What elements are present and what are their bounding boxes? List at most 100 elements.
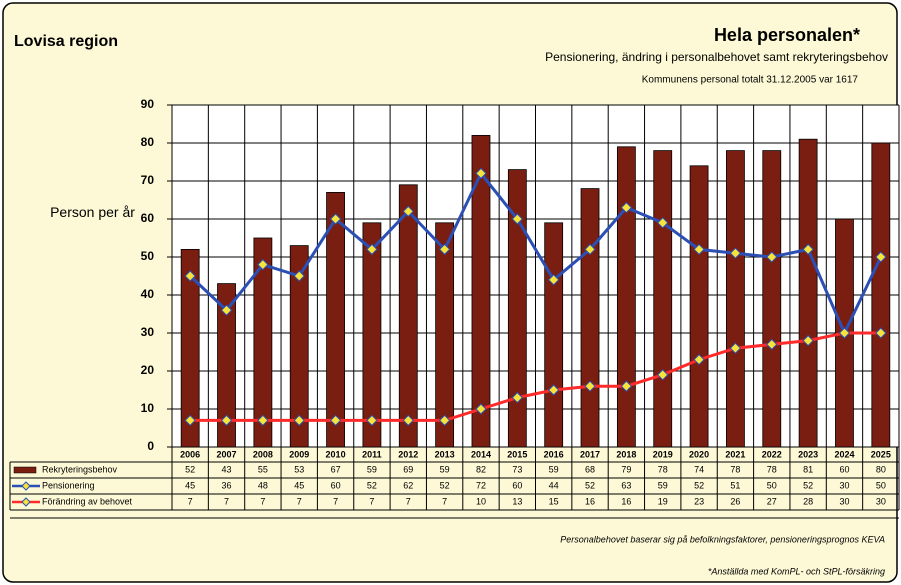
table-value: 16 <box>621 496 631 506</box>
table-value: 59 <box>658 480 668 490</box>
table-value: 51 <box>730 480 740 490</box>
line <box>190 331 881 422</box>
marker <box>875 251 887 263</box>
chart-title: Hela personalen* <box>714 25 860 45</box>
marker <box>802 243 814 256</box>
table-value: 79 <box>621 464 631 474</box>
legend-marker <box>21 497 31 507</box>
y-tick-label: 80 <box>141 135 155 149</box>
marker <box>475 403 487 415</box>
marker <box>620 380 633 392</box>
table-value: 60 <box>331 480 341 490</box>
bar <box>616 146 636 448</box>
x-tick-label: 2015 <box>507 449 527 459</box>
x-tick-label: 2011 <box>362 449 382 459</box>
bar <box>398 184 418 448</box>
x-tick-label: 2007 <box>217 449 237 459</box>
table-value: 7 <box>297 496 302 506</box>
y-tick-label: 30 <box>141 325 155 339</box>
marker <box>875 327 887 339</box>
x-tick-label: 2023 <box>798 449 818 459</box>
bar <box>798 138 818 448</box>
table-value: 48 <box>258 480 268 490</box>
bar <box>653 150 673 448</box>
table-value: 7 <box>333 496 338 506</box>
bar <box>507 169 527 448</box>
legend-label: Pensionering <box>42 480 95 490</box>
marker <box>220 414 233 427</box>
y-tick-label: 60 <box>141 211 155 225</box>
bar <box>217 283 236 448</box>
x-tick-label: 2022 <box>762 449 782 459</box>
legend-label: Förändring av behovet <box>42 496 133 506</box>
table-value: 50 <box>767 480 777 490</box>
bar <box>726 150 745 448</box>
table-value: 63 <box>621 480 631 490</box>
table-value: 81 <box>803 464 813 474</box>
table-value: 69 <box>403 464 413 474</box>
table-value: 7 <box>442 496 447 506</box>
footnote: *Anställda med KomPL- och StPL-försäkrin… <box>708 566 885 576</box>
table-value: 15 <box>549 496 559 506</box>
subtitle: Pensionering, ändring i personalbehovet … <box>545 50 888 64</box>
table-value: 36 <box>222 480 232 490</box>
marker <box>293 270 305 282</box>
marker <box>366 414 378 427</box>
table-value: 52 <box>367 480 377 490</box>
marker <box>547 384 560 396</box>
table-value: 78 <box>730 464 740 474</box>
x-tick-label: 2025 <box>871 449 891 459</box>
table-value: 52 <box>803 480 813 490</box>
table-value: 27 <box>767 496 777 506</box>
table-value: 45 <box>185 480 195 490</box>
legend-marker <box>21 481 31 491</box>
bar <box>871 142 891 448</box>
marker <box>184 414 196 427</box>
marker <box>329 414 342 427</box>
marker <box>257 258 269 271</box>
x-tick-label: 2006 <box>180 449 200 459</box>
marker <box>402 205 414 218</box>
y-tick-label: 90 <box>141 97 155 111</box>
marker <box>438 414 451 427</box>
table-value: 30 <box>839 496 849 506</box>
y-tick-label: 70 <box>141 173 155 187</box>
table-value: 16 <box>585 496 595 506</box>
marker <box>729 247 742 259</box>
table-value: 60 <box>839 464 849 474</box>
table-value: 52 <box>585 480 595 490</box>
y-tick-label: 20 <box>141 363 155 377</box>
note: Kommunens personal totalt 31.12.2005 var… <box>642 75 859 86</box>
table-value: 44 <box>549 480 559 490</box>
marker <box>402 414 414 427</box>
table-value: 10 <box>476 496 486 506</box>
marker <box>584 243 596 256</box>
table-value: 60 <box>512 480 522 490</box>
x-tick-label: 2018 <box>616 449 636 459</box>
bar <box>253 237 273 448</box>
marker <box>584 380 596 392</box>
x-tick-label: 2009 <box>289 449 309 459</box>
table-value: 30 <box>876 496 886 506</box>
x-tick-label: 2010 <box>326 449 346 459</box>
marker <box>438 243 451 256</box>
bar <box>580 188 600 448</box>
legend-swatch <box>13 466 37 474</box>
table-value: 52 <box>440 480 450 490</box>
marker <box>293 414 305 427</box>
table-value: 13 <box>512 496 522 506</box>
region: Lovisa region <box>14 33 118 50</box>
y-tick-label: 50 <box>141 249 155 263</box>
x-tick-label: 2012 <box>398 449 418 459</box>
y-label-box: Person per år <box>50 205 135 220</box>
x-tick-label: 2014 <box>471 449 491 459</box>
y-tick-label: 0 <box>147 439 154 453</box>
x-tick-label: 2020 <box>689 449 709 459</box>
x-tick-label: 2008 <box>253 449 273 459</box>
x-tick-label: 2024 <box>834 449 854 459</box>
table-value: 68 <box>585 464 595 474</box>
table-value: 50 <box>876 480 886 490</box>
table-value: 7 <box>406 496 411 506</box>
bar <box>289 245 309 448</box>
